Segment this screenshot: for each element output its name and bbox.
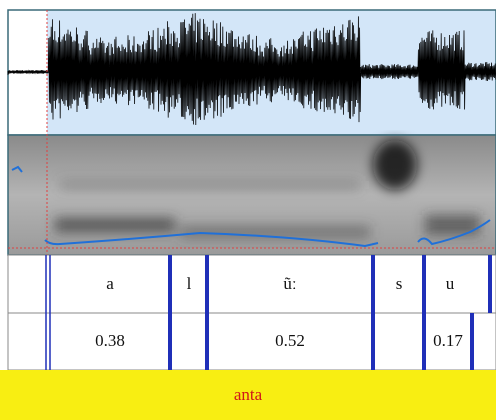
phoneme-label: s — [396, 274, 403, 293]
duration-label: 0.52 — [275, 331, 305, 350]
phoneme-label: u — [446, 274, 455, 293]
phoneme-label: a — [106, 274, 114, 293]
phoneme-label: l — [187, 274, 192, 293]
page: {"tiers": [ {"intervals": ["a", "l", "ũː… — [0, 0, 496, 420]
duration-label: 0.17 — [433, 331, 463, 350]
duration-label: 0.38 — [95, 331, 125, 350]
phoneme-label: ũː — [283, 274, 296, 293]
word-label: anta — [234, 385, 263, 404]
sound-editor: a l ũː s u 0.38 0.52 0.17 anta — [0, 0, 496, 420]
